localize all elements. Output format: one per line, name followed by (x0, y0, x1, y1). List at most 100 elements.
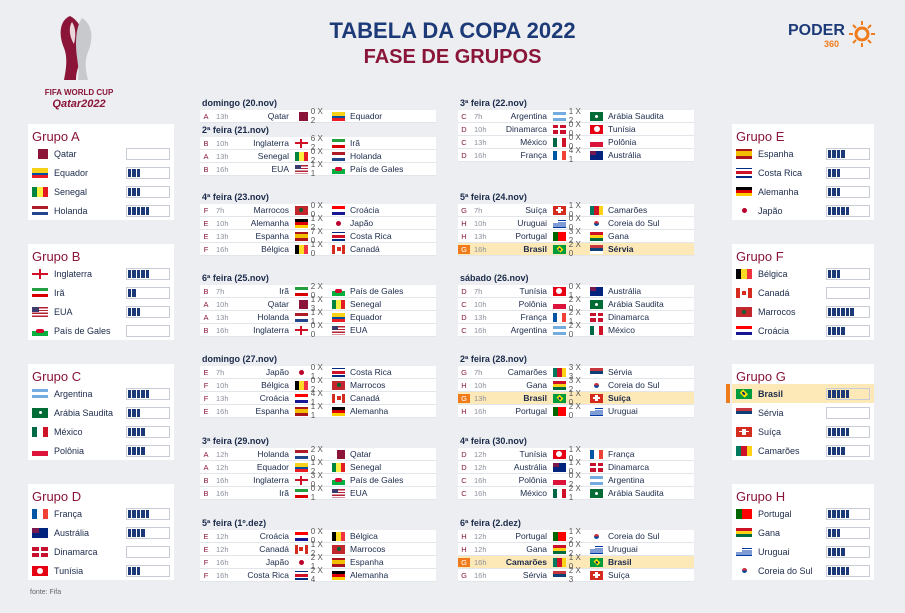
match-row: G 16h Camarões 1 X 0 Brasil (458, 553, 694, 571)
match-row: H 16h Portugal 2 X 0 Uruguai (458, 402, 694, 420)
wal-flag-icon (32, 325, 48, 336)
eng-flag-icon (295, 138, 308, 148)
match-group: E (203, 218, 209, 228)
group-team-row: Dinamarca (28, 542, 174, 561)
match-row: C 16h México 2 X 1 Arábia Saudita (458, 484, 694, 502)
group-team-row: Equador (28, 163, 174, 182)
match-time: 16h (216, 557, 229, 567)
match-time: 13h (474, 393, 487, 403)
group-team-row: Portugal (732, 504, 874, 523)
match-row: E 10h Alemanha 1 X 2 Japão (200, 214, 436, 232)
match-group: D (461, 286, 467, 296)
match-row: B 16h Irã 0 X 1 EUA (200, 484, 436, 502)
match-time: 10h (474, 218, 487, 228)
team-name: Senegal (54, 186, 88, 197)
points-bar-segment (859, 428, 862, 436)
day-title: 5ª feira (24.nov) (460, 192, 527, 202)
bel-flag-icon (295, 244, 308, 254)
page-subtitle: FASE DE GRUPOS (363, 46, 542, 68)
points-bar-segment (155, 567, 158, 575)
points-bar-segment (128, 509, 132, 518)
points-bar-segment (164, 169, 167, 177)
match-day: 6ª feira (25.nov) B 7h Irã 2 X 0 País de… (200, 273, 436, 339)
points-bar-segment (164, 447, 167, 455)
points-bar (826, 444, 870, 457)
pol-flag-icon (32, 445, 48, 456)
match-score: 0 X 0 (550, 133, 606, 151)
points-bar-segment (136, 427, 141, 436)
points-bar-segment (164, 529, 167, 537)
match-group: G (461, 367, 467, 377)
match-time: 12h (474, 544, 487, 554)
crc-flag-icon (332, 367, 345, 377)
cmr-flag-icon (590, 205, 603, 215)
points-bar-segment (150, 428, 153, 436)
fra-flag-icon (553, 312, 566, 322)
match-score: 1 X 3 (292, 295, 348, 313)
match-time: 16h (216, 325, 229, 335)
group-team-row: Croácia (732, 321, 874, 340)
points-bar-segment (855, 207, 858, 215)
ksa-flag-icon (590, 299, 603, 309)
day-title: 6ª feira (25.nov) (202, 273, 269, 283)
group-card: Grupo E Espanha Costa Rica Alemanha Japã… (732, 124, 874, 220)
points-bar-segment (859, 447, 862, 455)
match-row: D 12h Tunísia 1 X 0 França (458, 445, 694, 463)
team-name: Argentina (54, 388, 93, 399)
group-title: Grupo B (32, 249, 81, 264)
match-time: 16h (474, 150, 487, 160)
points-bar-segment (859, 207, 862, 215)
points-bar-segment (828, 446, 832, 455)
home-team: Irã (279, 286, 289, 296)
group-team-row: Japão (732, 201, 874, 220)
score-text: 2 X 0 (568, 321, 581, 339)
match-group: C (461, 111, 467, 121)
score-text: 0 X 2 (310, 107, 323, 125)
can-flag-icon (736, 287, 752, 298)
points-bar-segment (832, 446, 836, 455)
points-bar-segment (159, 327, 162, 335)
points-bar-segment (150, 188, 153, 196)
match-day: 3ª feira (22.nov) C 7h Argentina 1 X 2 A… (458, 98, 694, 164)
bra-flag-icon (590, 557, 603, 567)
away-team: Marrocos (350, 544, 386, 554)
group-team-row: Arábia Saudita (28, 403, 174, 422)
match-score: 1 X 0 (550, 553, 606, 571)
away-team: Austrália (608, 150, 642, 160)
match-score: 2 X 0 (550, 240, 606, 258)
points-bar-segment (836, 509, 841, 518)
away-team: Camarões (608, 205, 648, 215)
day-title: 5ª feira (1º.dez) (202, 518, 267, 528)
match-row: B 10h Inglaterra 6 X 2 Irã (200, 134, 436, 152)
away-team: França (608, 449, 635, 459)
home-team: Brasil (523, 244, 547, 254)
qat-flag-icon (295, 111, 308, 121)
cmr-flag-icon (553, 557, 566, 567)
match-score: 1 X 0 (292, 240, 348, 258)
match-group: C (461, 299, 467, 309)
match-group: D (461, 449, 467, 459)
match-day: 5ª feira (24.nov) G 7h Suíça 1 X 0 Camar… (458, 192, 694, 258)
points-bar-segment (841, 566, 845, 575)
points-bar-segment (136, 206, 141, 215)
points-bar (826, 185, 870, 198)
points-bar-segment (828, 409, 831, 417)
points-bar-segment (859, 390, 862, 398)
score-text: 4 X 1 (310, 389, 323, 407)
usa-flag-icon (295, 164, 308, 174)
points-bar-segment (164, 327, 167, 335)
points-bar (126, 444, 170, 457)
day-title: 4ª feira (30.nov) (460, 436, 527, 446)
score-text: 0 X 0 (568, 133, 581, 151)
match-group: B (203, 325, 209, 335)
points-bar (126, 387, 170, 400)
match-time: 16h (474, 406, 487, 416)
group-card: Grupo C Argentina Arábia Saudita México … (28, 364, 174, 460)
match-group: C (461, 325, 467, 335)
points-bar-segment (850, 327, 853, 335)
points-bar (826, 147, 870, 160)
sen-flag-icon (332, 462, 345, 472)
group-title: Grupo F (736, 249, 784, 264)
brand-number: 360 (824, 39, 840, 49)
pol-flag-icon (553, 475, 566, 485)
